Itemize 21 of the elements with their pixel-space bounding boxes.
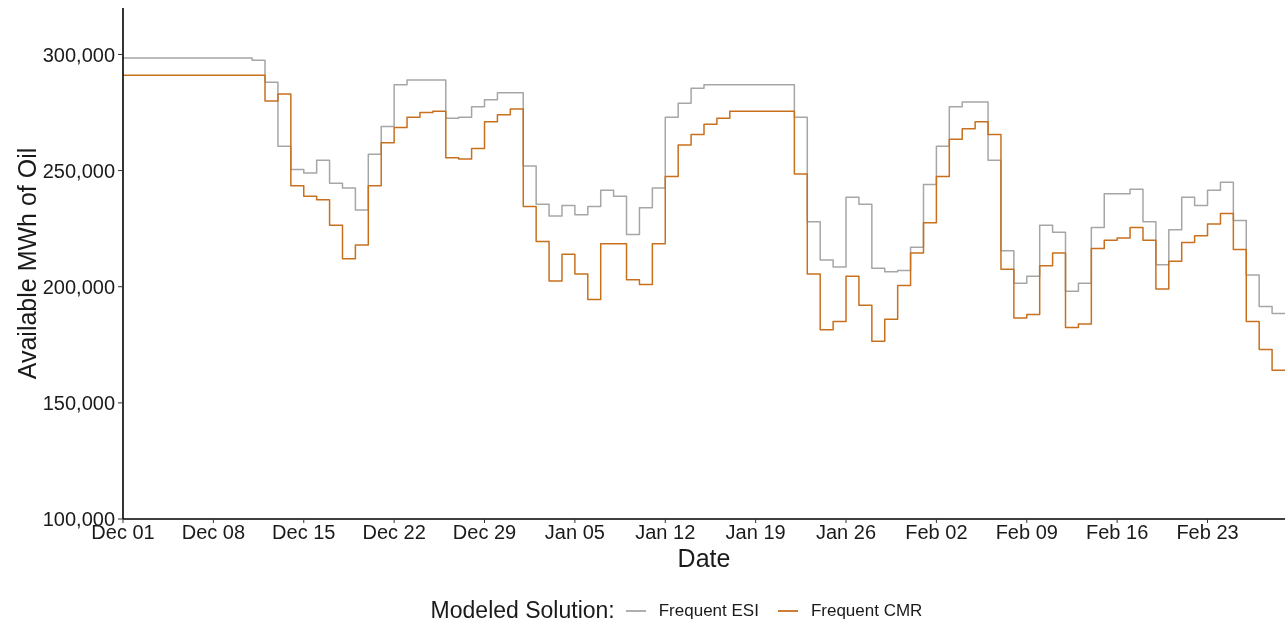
legend-label: Frequent CMR [810,600,923,621]
x-tick-label: Feb 16 [1086,521,1149,544]
x-tick-label: Dec 29 [452,521,517,544]
legend-label: Frequent ESI [658,600,759,621]
x-tick-label: Jan 12 [635,521,696,544]
x-tick-label: Feb 02 [905,521,968,544]
x-tick-label: Dec 15 [272,521,336,544]
x-tick-label: Jan 26 [815,521,877,544]
x-tick-label: Feb 23 [1176,521,1239,544]
y-tick-label: 250,000 [42,159,115,182]
x-tick-label: Feb 09 [995,521,1058,544]
y-tick-label: 200,000 [42,275,115,298]
x-tick-label: Jan 05 [544,521,605,544]
x-tick-label: Dec 08 [181,521,246,544]
legend-title: Modeled Solution: [430,597,615,624]
y-tick-label: 150,000 [42,391,115,414]
y-tick-label: 300,000 [42,43,115,66]
x-axis-title: Date [677,544,731,572]
x-tick-label: Dec 22 [362,521,426,544]
y-axis-title: Available MWh of Oil [13,147,41,380]
x-tick-label: Jan 19 [725,521,786,544]
